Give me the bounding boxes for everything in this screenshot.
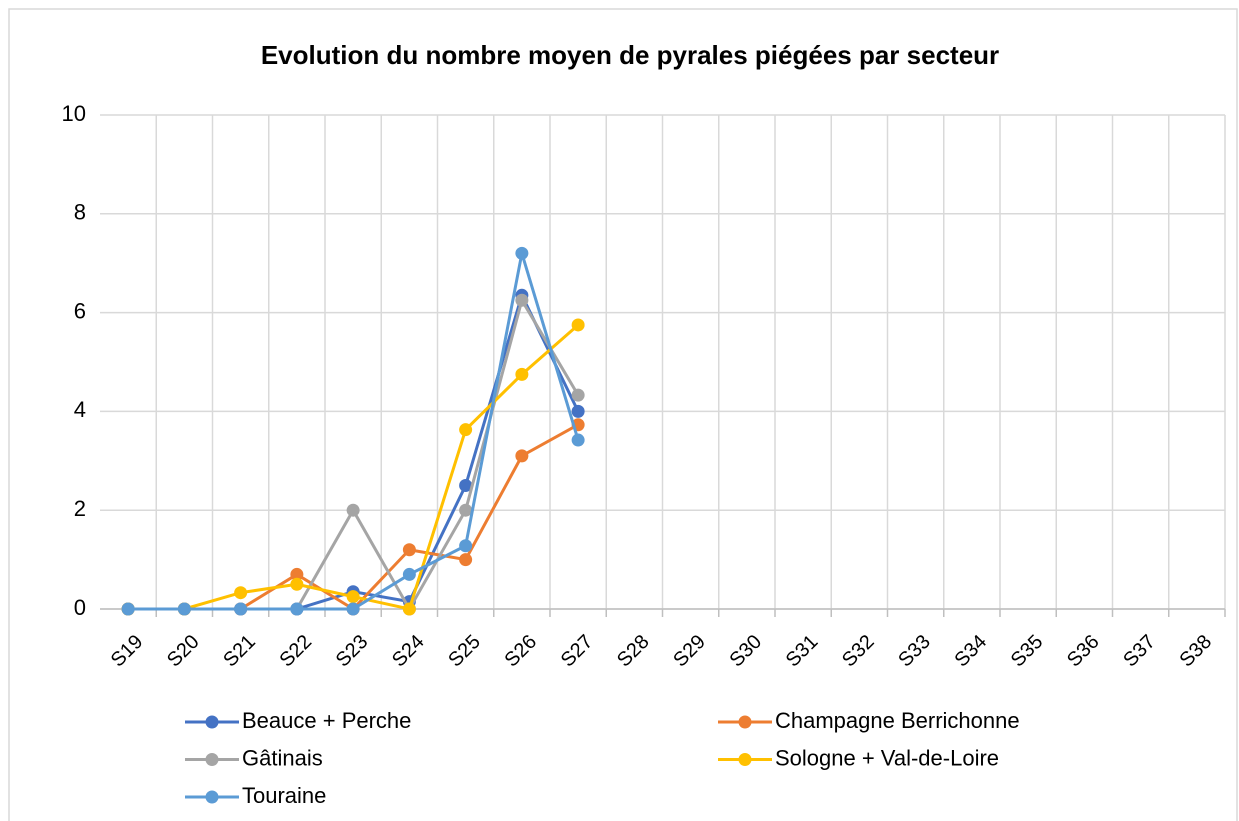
legend-label: Beauce + Perche [242,708,411,733]
series-marker [402,602,416,616]
y-tick-label: 4 [74,397,86,422]
y-tick-label: 6 [74,298,86,323]
legend-label: Champagne Berrichonne [775,708,1020,733]
legend-marker [738,753,752,766]
legend-marker [205,753,219,766]
series-marker [515,293,529,307]
y-tick-label: 10 [62,101,86,126]
y-tick-label: 2 [74,496,86,521]
series-marker [234,586,248,600]
legend-label: Gâtinais [242,745,323,770]
y-tick-label: 0 [74,595,86,620]
series-marker [571,388,585,402]
chart-border [8,8,1238,821]
series-marker [571,433,585,447]
series-marker [571,404,585,418]
series-marker [515,367,529,381]
series-marker [290,567,304,581]
series-marker [571,318,585,332]
y-tick-label: 8 [74,200,86,225]
series-marker [459,539,473,553]
series-marker [402,543,416,557]
series-marker [121,602,135,616]
legend-label: Sologne + Val-de-Loire [775,745,999,770]
series-marker [346,503,360,517]
series-marker [459,503,473,517]
legend-marker [738,715,752,729]
series-marker [459,423,473,437]
series-marker [290,577,304,591]
series-marker [346,590,360,604]
series-marker [515,449,529,463]
series-marker [459,553,473,567]
chart-title: Evolution du nombre moyen de pyrales pié… [261,40,999,70]
series-marker [459,479,473,492]
series-marker [515,246,529,260]
legend-marker [205,715,219,729]
series-marker [290,602,304,616]
series-marker [346,602,360,616]
series-marker [234,602,248,616]
series-marker [177,602,191,616]
legend-label: Touraine [242,783,326,808]
series-marker [402,567,416,581]
legend-marker [205,790,219,804]
